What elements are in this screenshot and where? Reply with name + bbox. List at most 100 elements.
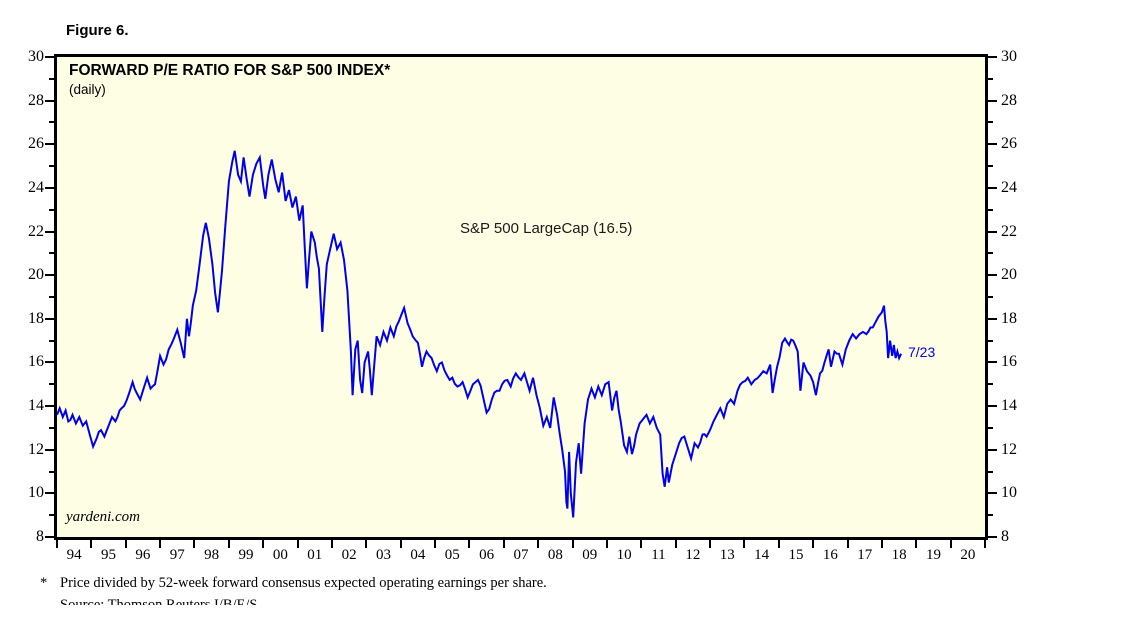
x-axis-year-label: 13 [719,547,735,563]
y-axis-tick [49,77,54,80]
chart-title: FORWARD P/E RATIO FOR S&P 500 INDEX* [69,62,391,79]
figure-number-label: Figure 6. [66,22,129,39]
y-axis-tick [988,165,993,168]
y-axis-label-right: 12 [1001,440,1017,458]
x-axis-year-label: 11 [651,547,666,563]
x-axis-tick [743,540,746,548]
x-axis-tick [56,540,58,548]
plot-inner: FORWARD P/E RATIO FOR S&P 500 INDEX* (da… [57,57,985,537]
y-axis-tick [988,252,993,255]
chart-subtitle: (daily) [69,82,106,97]
x-axis-tick [812,540,815,548]
x-axis-year-label: 18 [891,547,907,563]
footnote-text: Price divided by 52-week forward consens… [60,575,547,591]
x-axis-tick [777,540,780,548]
y-axis-tick [49,165,54,168]
x-axis-tick [880,540,883,548]
yardeni-watermark: yardeni.com [66,509,141,525]
y-axis-tick [45,99,54,102]
y-axis-tick [49,383,54,386]
y-axis-tick [45,492,54,495]
x-axis-year-label: 06 [479,547,495,563]
y-axis-label-right: 24 [1001,178,1017,196]
chart-plot-area: FORWARD P/E RATIO FOR S&P 500 INDEX* (da… [54,54,988,540]
y-axis-tick [45,448,54,451]
x-axis-tick [605,540,608,548]
x-axis-tick [296,540,299,548]
x-axis-year-label: 20 [960,547,976,563]
y-axis-label-right: 28 [1001,91,1017,109]
x-axis-tick [90,540,93,548]
x-axis-tick [193,540,196,548]
y-axis-label-right: 18 [1001,309,1017,327]
footnote-line: * Price divided by 52-week forward consen… [40,575,547,592]
series-annotation: S&P 500 LargeCap (16.5) [460,220,633,237]
y-axis-label-left: 26 [28,135,44,153]
x-axis-tick [399,540,402,548]
pe-ratio-line-chart [57,150,903,518]
x-axis-year-label: 19 [925,547,941,563]
x-axis-tick [468,540,471,548]
y-axis-tick [49,514,54,517]
x-axis-tick [159,540,162,548]
y-axis-tick [49,121,54,124]
x-axis-year-label: 02 [341,547,357,563]
x-axis-tick [124,540,127,548]
x-axis-year-label: 15 [788,547,804,563]
y-axis-tick [45,56,54,58]
y-axis-label-right: 8 [1001,528,1009,545]
pe-ratio-series-line [57,150,903,518]
y-axis-tick [988,230,997,233]
x-axis-year-label: 01 [307,547,323,563]
y-axis-label-left: 22 [28,222,44,240]
y-axis-tick [988,317,997,320]
y-axis-tick [988,274,997,277]
x-axis-year-label: 09 [582,547,598,563]
x-axis-year-label: 16 [822,547,838,563]
y-axis-label-left: 24 [28,178,44,196]
y-axis-tick [45,274,54,277]
x-axis-year-label: 94 [66,547,82,563]
x-axis-year-label: 17 [857,547,873,563]
x-axis-year-label: 07 [513,547,529,563]
y-axis-tick [988,361,997,364]
y-axis-label-right: 14 [1001,397,1017,415]
x-axis-tick [262,540,265,548]
x-axis-year-label: 12 [685,547,701,563]
x-axis-tick [915,540,918,548]
x-axis-year-label: 10 [616,547,632,563]
y-axis-label-left: 8 [36,528,44,545]
y-axis-tick [988,492,997,495]
y-axis-tick [988,208,993,211]
y-axis-tick [49,208,54,211]
y-axis-label-left: 28 [28,91,44,109]
y-axis-tick [45,536,54,538]
x-axis-year-label: 95 [101,547,117,563]
x-axis-tick [674,540,677,548]
y-axis-label-right: 26 [1001,135,1017,153]
y-axis-tick [988,426,993,429]
x-axis-year-label: 05 [444,547,460,563]
y-axis-label-left: 12 [28,440,44,458]
y-axis-label-left: 18 [28,309,44,327]
y-axis-tick [988,383,993,386]
y-axis-tick [45,186,54,189]
y-axis-tick [49,426,54,429]
y-axis-tick [49,296,54,298]
y-axis-tick [45,361,54,364]
x-axis-tick [330,540,333,548]
y-axis-label-left: 14 [28,397,44,415]
y-axis-tick [988,448,997,451]
x-axis-year-label: 99 [238,547,254,563]
x-axis-year-label: 04 [410,547,426,563]
x-axis-year-label: 97 [169,547,185,563]
y-axis-label-right: 20 [1001,266,1017,284]
x-axis-tick [502,540,505,548]
y-axis-label-left: 10 [28,484,44,502]
y-axis-tick [988,536,997,538]
y-axis-tick [988,186,997,189]
x-axis-tick [949,540,952,548]
y-axis-tick [988,296,993,298]
y-axis-tick [988,143,997,146]
